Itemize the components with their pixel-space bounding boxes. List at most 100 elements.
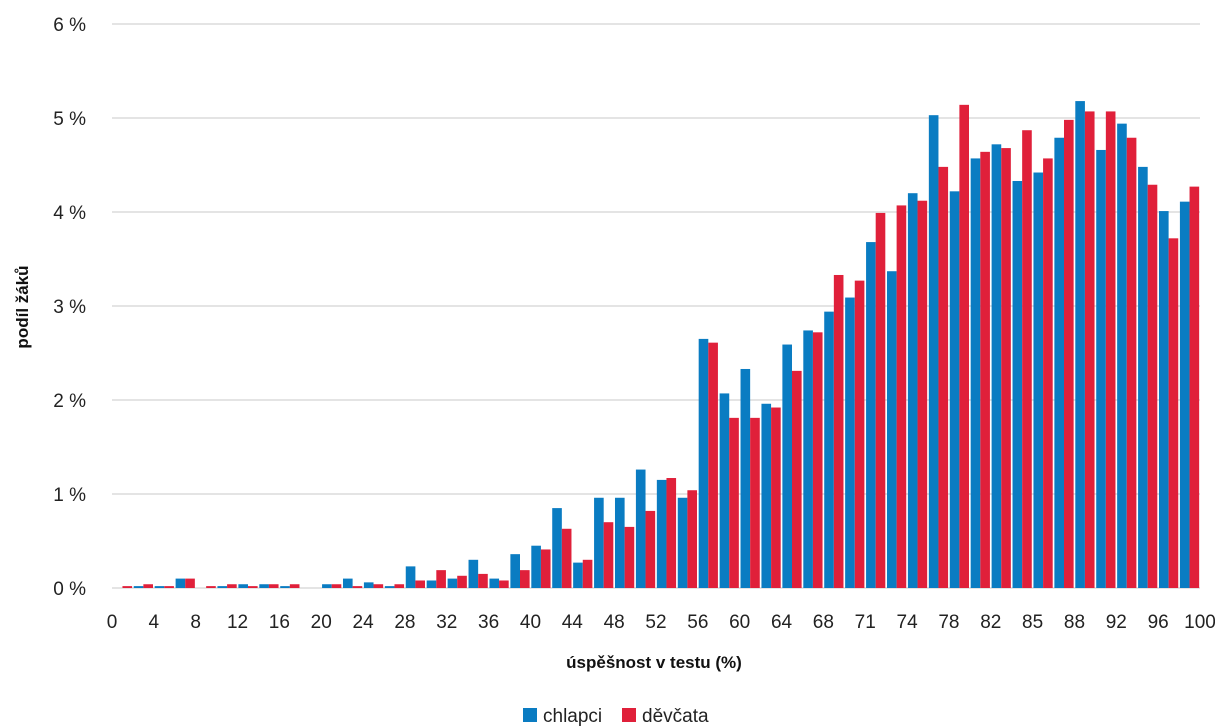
bar-devcata — [1105, 111, 1116, 589]
bar-chlapci — [1033, 172, 1044, 588]
bar-chlapci — [824, 311, 834, 588]
bar-chlapci — [531, 545, 541, 588]
y-tick-label: 2 % — [53, 391, 86, 412]
bar-chlapci — [928, 115, 939, 589]
bar-devcata — [227, 584, 237, 588]
x-tick-label: 16 — [269, 612, 290, 633]
bar-devcata — [436, 570, 446, 588]
bar-devcata — [185, 578, 195, 588]
bar-devcata — [959, 104, 969, 588]
bar-devcata — [415, 580, 425, 588]
x-tick-label: 32 — [436, 612, 457, 633]
bar-chlapci — [1158, 211, 1169, 588]
bar-devcata — [164, 586, 174, 588]
bar-chlapci — [238, 584, 248, 588]
bar-chlapci — [803, 330, 813, 588]
bar-chlapci — [573, 562, 583, 588]
x-tick-label: 85 — [1022, 612, 1043, 633]
bar-chlapci — [991, 144, 1002, 588]
bar-chlapci — [133, 586, 144, 588]
bar-chlapci — [907, 193, 918, 588]
bar-devcata — [708, 342, 718, 588]
x-tick-label: 28 — [394, 612, 415, 633]
x-tick-label: 92 — [1106, 612, 1127, 633]
legend-label-chlapci: chlapci — [543, 706, 602, 726]
bars — [122, 101, 1200, 589]
bar-chlapci — [552, 508, 562, 588]
x-tick-label: 48 — [604, 612, 625, 633]
bar-chlapci — [510, 554, 520, 588]
bar-devcata — [687, 490, 697, 588]
x-tick-label: 36 — [478, 612, 499, 633]
bar-chlapci — [468, 559, 479, 588]
x-tick-label: 0 — [107, 612, 118, 633]
bar-chlapci — [384, 586, 395, 588]
bar-chlapci — [1117, 123, 1127, 588]
x-tick-label: 40 — [520, 612, 541, 633]
x-tick-label: 78 — [938, 612, 959, 633]
x-tick-label: 74 — [897, 612, 919, 633]
bar-devcata — [1001, 148, 1011, 588]
bar-devcata — [478, 573, 488, 588]
x-tick-label: 82 — [980, 612, 1001, 633]
x-tick-label: 100 — [1184, 612, 1215, 633]
bar-chlapci — [782, 344, 792, 588]
legend: chlapci děvčata — [523, 706, 709, 726]
bar-devcata — [206, 586, 216, 588]
x-tick-label: 20 — [311, 612, 332, 633]
bar-chlapci — [259, 584, 269, 588]
bar-devcata — [1168, 238, 1179, 588]
x-tick-label: 12 — [227, 612, 248, 633]
bar-devcata — [331, 584, 342, 588]
bar-chlapci — [447, 578, 458, 588]
legend-swatch-chlapci — [523, 708, 537, 722]
bar-chlapci — [1179, 201, 1190, 588]
bar-devcata — [457, 575, 467, 588]
bar-devcata — [1022, 130, 1032, 588]
bar-devcata — [917, 200, 928, 588]
bar-chlapci — [698, 338, 709, 588]
bar-devcata — [750, 417, 760, 588]
gridlines — [112, 23, 1200, 589]
bar-chlapci — [740, 368, 751, 588]
bar-devcata — [289, 584, 300, 588]
bar-devcata — [833, 274, 844, 588]
bar-devcata — [499, 580, 509, 588]
x-tick-label: 60 — [729, 612, 750, 633]
bar-devcata — [122, 586, 133, 588]
bar-chlapci — [363, 582, 374, 588]
x-tick-label: 88 — [1064, 612, 1085, 633]
y-tick-label: 0 % — [53, 579, 86, 600]
y-tick-label: 3 % — [53, 297, 86, 318]
x-tick-label: 64 — [771, 612, 793, 633]
bar-devcata — [980, 151, 990, 588]
bar-chlapci — [1138, 166, 1148, 588]
bar-chlapci — [342, 578, 353, 588]
x-tick-label: 68 — [813, 612, 834, 633]
bar-devcata — [1064, 119, 1074, 588]
bar-devcata — [143, 584, 153, 588]
bar-chlapci — [1096, 149, 1106, 588]
bar-devcata — [1147, 184, 1158, 589]
x-tick-label: 71 — [855, 612, 876, 633]
x-tick-label: 4 — [149, 612, 160, 633]
bar-chlapci — [866, 242, 876, 588]
bar-chlapci — [719, 393, 730, 588]
bar-devcata — [352, 586, 363, 588]
legend-label-devcata: děvčata — [642, 706, 709, 726]
bar-chlapci — [970, 158, 981, 589]
y-tick-label: 6 % — [53, 15, 86, 36]
bar-chlapci — [154, 586, 165, 588]
bar-chlapci — [280, 586, 290, 588]
y-tick-label: 4 % — [53, 203, 86, 224]
bar-devcata — [812, 332, 823, 588]
y-tick-labels: 0 % 1 % 2 % 3 % 4 % 5 % 6 % — [53, 15, 86, 600]
bar-devcata — [1126, 137, 1137, 589]
x-tick-label: 24 — [353, 612, 375, 633]
x-tick-label: 44 — [562, 612, 584, 633]
bar-devcata — [268, 584, 279, 588]
bar-devcata — [603, 522, 614, 588]
x-tick-label: 52 — [645, 612, 666, 633]
bar-chlapci — [635, 469, 646, 588]
